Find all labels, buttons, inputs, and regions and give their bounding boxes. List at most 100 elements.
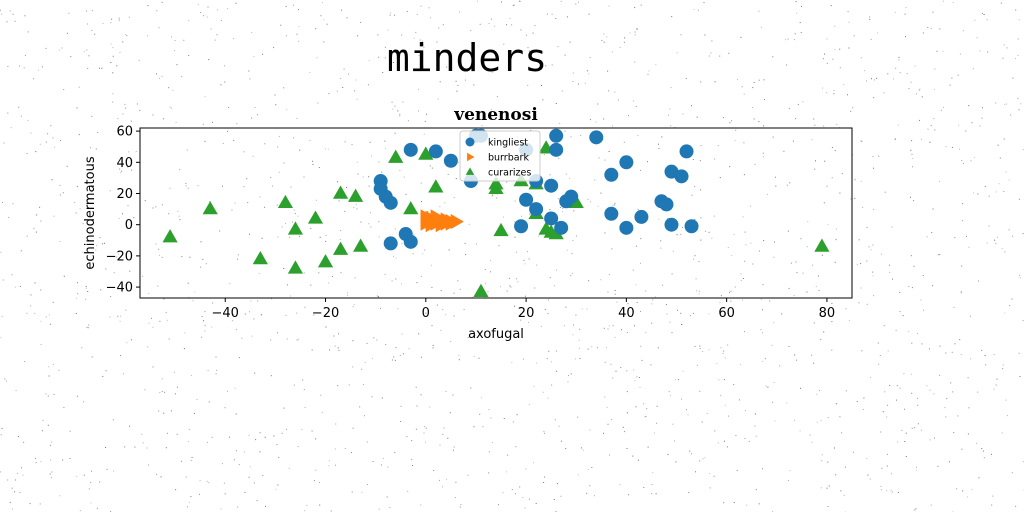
noise-dot — [811, 139, 813, 141]
noise-dot — [496, 197, 498, 199]
noise-dot — [651, 322, 653, 324]
noise-dot — [270, 339, 272, 341]
noise-dot — [729, 291, 730, 293]
noise-dot — [134, 446, 136, 448]
noise-dot — [440, 290, 442, 292]
noise-dot — [621, 329, 622, 331]
noise-dot — [68, 12, 70, 14]
noise-dot — [887, 404, 889, 406]
noise-dot — [249, 466, 251, 468]
curarizes-point — [277, 194, 294, 209]
noise-dot — [256, 114, 258, 116]
noise-dot — [399, 170, 401, 172]
noise-dot — [206, 16, 208, 18]
noise-dot — [90, 481, 92, 483]
noise-dot — [589, 119, 591, 121]
curarizes-point — [252, 251, 268, 265]
noise-dot — [587, 348, 589, 350]
noise-dot — [403, 176, 405, 178]
noise-dot — [1018, 352, 1020, 354]
noise-dot — [765, 385, 767, 387]
noise-dot — [608, 90, 610, 92]
noise-dot — [423, 133, 425, 135]
noise-dot — [970, 160, 972, 162]
noise-dot — [17, 472, 19, 474]
noise-dot — [442, 24, 444, 26]
noise-dot — [309, 140, 311, 141]
noise-dot — [315, 28, 317, 30]
noise-dot — [773, 382, 775, 383]
noise-dot — [730, 300, 732, 302]
noise-dot — [734, 139, 736, 141]
noise-dot — [698, 293, 700, 295]
noise-dot — [607, 423, 609, 425]
noise-dot — [314, 480, 315, 482]
noise-dot — [481, 125, 483, 127]
noise-dot — [981, 448, 983, 449]
noise-dot — [5, 380, 7, 382]
noise-dot — [394, 14, 396, 16]
noise-dot — [976, 37, 978, 39]
noise-dot — [19, 492, 21, 493]
noise-dot — [723, 379, 725, 381]
noise-dot — [412, 253, 414, 255]
noise-dot — [960, 354, 962, 355]
noise-dot — [1019, 376, 1021, 377]
noise-dot — [620, 367, 622, 368]
noise-dot — [922, 32, 924, 34]
noise-dot — [277, 484, 279, 486]
noise-dot — [720, 295, 722, 297]
noise-dot — [323, 41, 325, 43]
noise-dot — [45, 47, 47, 49]
noise-dot — [207, 6, 209, 8]
noise-dot — [121, 170, 123, 172]
noise-dot — [129, 425, 131, 427]
noise-dot — [589, 485, 591, 487]
kingliest-point — [564, 189, 579, 204]
noise-dot — [533, 385, 535, 387]
noise-dot — [981, 12, 983, 14]
noise-dot — [1004, 312, 1006, 314]
x-tick-label: −40 — [212, 306, 239, 321]
noise-dot — [733, 502, 735, 503]
noise-dot — [886, 465, 888, 467]
noise-dot — [912, 166, 913, 168]
noise-dot — [490, 271, 492, 273]
noise-dot — [364, 362, 366, 363]
noise-dot — [63, 89, 65, 91]
plot-area — [139, 127, 853, 299]
noise-dot — [402, 101, 404, 103]
noise-dot — [657, 347, 659, 349]
noise-dot — [130, 120, 132, 122]
noise-dot — [222, 185, 223, 187]
noise-dot — [839, 48, 841, 50]
noise-dot — [962, 203, 964, 205]
noise-dot — [8, 216, 10, 218]
noise-dot — [325, 235, 327, 237]
noise-dot — [744, 438, 746, 439]
noise-dot — [623, 41, 625, 43]
noise-dot — [1022, 149, 1024, 151]
noise-dot — [995, 102, 997, 104]
noise-dot — [713, 475, 715, 477]
noise-dot — [882, 411, 884, 413]
noise-dot — [611, 419, 613, 420]
noise-dot — [274, 94, 276, 96]
noise-dot — [66, 32, 68, 34]
x-tick-label: −20 — [312, 306, 339, 321]
noise-dot — [11, 487, 13, 489]
x-tick-label: 80 — [819, 306, 836, 321]
noise-dot — [933, 88, 935, 90]
noise-dot — [334, 345, 336, 347]
noise-dot — [1004, 103, 1006, 105]
noise-dot — [981, 117, 983, 119]
noise-dot — [343, 68, 345, 70]
noise-dot — [262, 53, 264, 55]
noise-dot — [33, 227, 35, 229]
noise-dot — [862, 206, 864, 208]
kingliest-point — [403, 234, 418, 249]
noise-dot — [905, 432, 907, 434]
noise-dot — [967, 377, 969, 379]
noise-dot — [579, 358, 581, 360]
noise-dot — [774, 241, 775, 243]
